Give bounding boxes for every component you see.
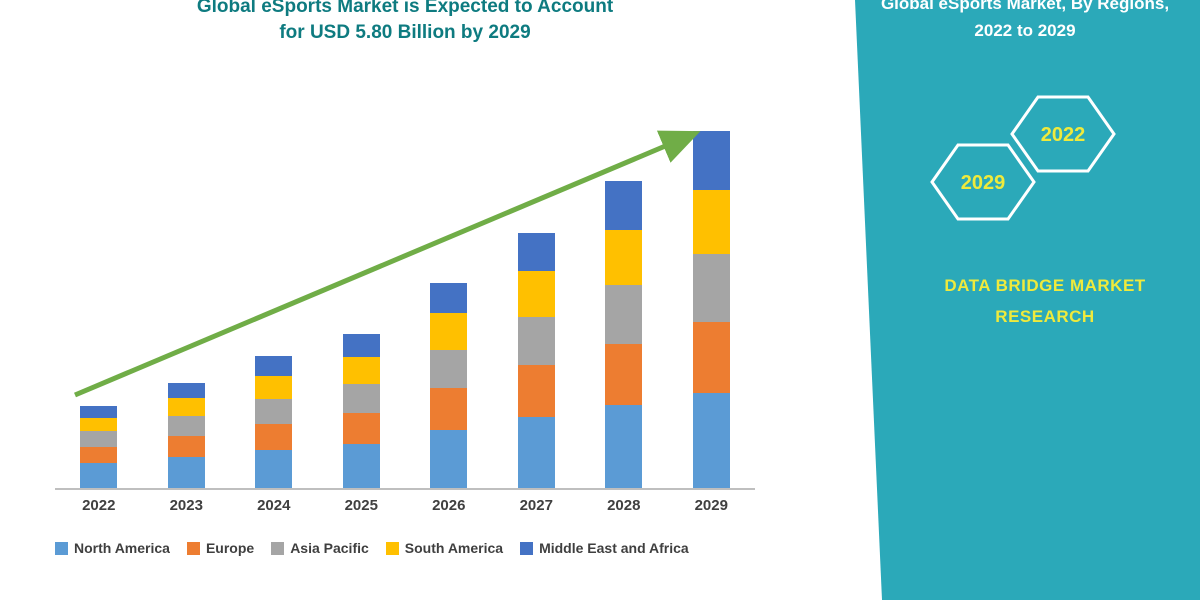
side-panel: Global eSports Market, By Regions, 2022 … [855, 0, 1200, 600]
year-hexagons: 2029 2022 [930, 95, 1116, 221]
bar-segment [517, 417, 555, 488]
bar-segment [342, 356, 380, 385]
bar-segment [80, 406, 118, 418]
bar-segment [430, 429, 468, 488]
brand-name: DATA BRIDGE MARKET RESEARCH [870, 270, 1200, 333]
x-axis-label: 2024 [257, 497, 291, 514]
bar-segment [605, 285, 643, 344]
bar-segment [255, 423, 293, 450]
bar-segment [255, 398, 293, 424]
x-axis-labels: 2022 2023 2024 2025 2026 2027 2028 2029 [55, 497, 755, 514]
legend-item: Middle East and Africa [520, 540, 689, 556]
bar-stack-2024 [255, 356, 293, 488]
legend-item: Europe [186, 540, 255, 556]
legend-item: North America [55, 540, 170, 556]
bar-column [493, 105, 581, 488]
bar-stack-2026 [430, 283, 468, 488]
legend-label: North America [74, 540, 170, 556]
legend-item: Asia Pacific [271, 540, 369, 556]
legend-label: Middle East and Africa [539, 540, 689, 556]
legend-swatch-icon [186, 541, 200, 555]
bar-stack-2025 [342, 334, 380, 488]
panel-heading-line2: 2022 to 2029 [974, 21, 1076, 41]
bar-segment [80, 431, 118, 447]
bar-segment [517, 270, 555, 318]
chart-title-line2: for USD 5.80 Billion by 2029 [279, 21, 531, 43]
legend-swatch-icon [55, 541, 68, 555]
legend-swatch-icon [520, 541, 534, 555]
brand-line2: RESEARCH [995, 307, 1095, 327]
bar-segment [167, 416, 205, 436]
hexagon-2029-icon: 2029 [930, 143, 1036, 221]
plot-columns [55, 105, 755, 488]
bar-stack-2022 [80, 406, 118, 488]
bar-segment [430, 283, 468, 314]
bar-segment [255, 449, 293, 488]
bar-column [318, 105, 406, 488]
bar-segment [517, 365, 555, 418]
chart-title-line1: Global eSports Market is Expected to Acc… [196, 0, 614, 17]
bar-segment [342, 334, 380, 357]
bar-segment [167, 435, 205, 458]
plot-area [55, 105, 755, 490]
legend-swatch-icon [271, 541, 285, 555]
bar-column [230, 105, 318, 488]
legend: North America Europe Asia Pacific South Ame… [55, 540, 775, 556]
bar-segment [430, 350, 468, 389]
bar-segment [255, 356, 293, 377]
bar-segment [605, 343, 643, 405]
hexagon-2022-icon: 2022 [1010, 95, 1116, 173]
bar-segment [692, 189, 730, 255]
x-axis-label: 2023 [169, 497, 203, 514]
bar-segment [692, 392, 730, 488]
bar-segment [605, 181, 643, 230]
bar-segment [517, 317, 555, 366]
bar-stack-2027 [517, 233, 555, 488]
bar-column [405, 105, 493, 488]
bar-segment [430, 388, 468, 430]
legend-label: Europe [205, 540, 255, 556]
bar-segment [517, 233, 555, 271]
bar-segment [605, 229, 643, 286]
bar-segment [167, 457, 205, 488]
panel-heading: Global eSports Market, By Regions, 2022 … [860, 0, 1190, 44]
legend-swatch-icon [385, 541, 399, 555]
hexagon-2022-label: 2022 [1041, 124, 1086, 146]
legend-label: Asia Pacific [290, 540, 369, 556]
bar-segment [430, 313, 468, 351]
x-axis-label: 2029 [694, 497, 728, 514]
bar-segment [80, 417, 118, 432]
brand-line1: DATA BRIDGE MARKET [944, 276, 1146, 295]
legend-item: South America [385, 540, 504, 556]
bar-segment [692, 254, 730, 323]
bar-column [580, 105, 668, 488]
bar-column [143, 105, 231, 488]
x-axis-label: 2028 [607, 497, 641, 514]
x-axis-label: 2026 [432, 497, 466, 514]
bar-segment [167, 398, 205, 417]
bar-stack-2029 [692, 131, 730, 488]
chart-title: Global eSports Market is Expected to Acc… [0, 0, 810, 45]
bar-stack-2028 [605, 181, 643, 488]
x-axis-label: 2022 [82, 497, 116, 514]
x-axis-label: 2027 [519, 497, 553, 514]
legend-label: South America [404, 540, 504, 556]
bar-segment [167, 382, 205, 399]
bar-column [55, 105, 143, 488]
bar-column [668, 105, 756, 488]
bar-segment [692, 131, 730, 190]
bar-segment [342, 443, 380, 488]
bar-segment [342, 384, 380, 413]
bar-segment [80, 446, 118, 464]
hexagon-2029-label: 2029 [961, 172, 1006, 194]
bar-segment [255, 376, 293, 399]
x-axis-label: 2025 [344, 497, 378, 514]
bar-segment [342, 412, 380, 444]
bar-segment [80, 463, 118, 488]
panel-heading-line1: Global eSports Market, By Regions, [880, 0, 1170, 13]
bar-segment [692, 322, 730, 393]
bar-segment [605, 405, 643, 488]
bar-stack-2023 [167, 382, 205, 488]
